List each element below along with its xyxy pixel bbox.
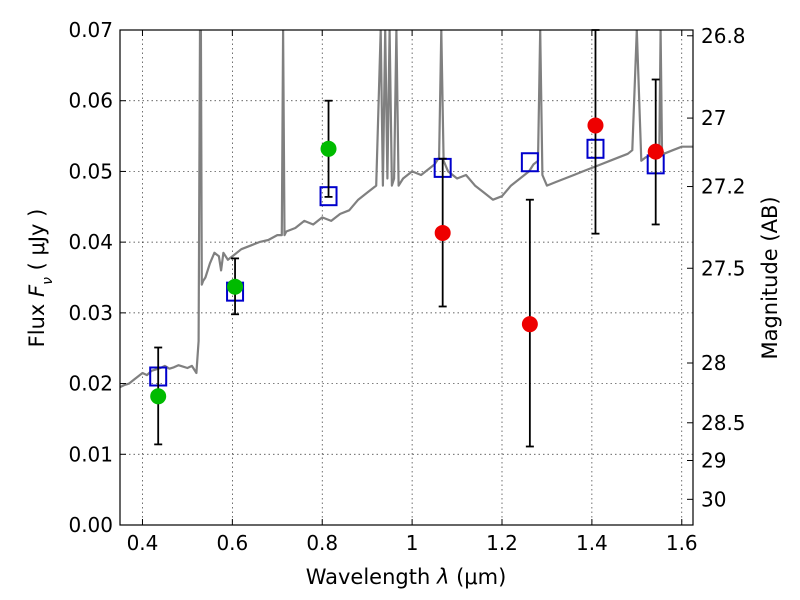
x-axis-label: Wavelength λ (μm) <box>306 565 507 589</box>
x-axis-label-units: (μm) <box>449 565 506 589</box>
x-tick-label: 0.8 <box>306 531 338 555</box>
observed-flux-point <box>647 143 664 160</box>
y2-tick-label: 28.5 <box>701 411 746 435</box>
y2-tick-label: 27.5 <box>701 256 746 280</box>
observed-flux-point <box>150 388 167 405</box>
y2-tick-label: 30 <box>701 487 726 511</box>
y2-tick-label: 27 <box>701 106 726 130</box>
x-tick-label: 1.2 <box>486 531 518 555</box>
observed-flux-point <box>521 316 538 333</box>
x-axis-label-text: Wavelength <box>306 565 437 589</box>
marker-layer <box>149 29 665 448</box>
y2-tick-label: 27.2 <box>701 175 746 199</box>
y-tick-label: 0.03 <box>68 301 113 325</box>
plot-frame <box>119 29 694 526</box>
observed-flux-point <box>434 224 451 241</box>
y-tick-label: 0.07 <box>68 18 113 42</box>
x-tick-label: 1.6 <box>666 531 698 555</box>
x-tick-label: 1.4 <box>576 531 608 555</box>
y-tick-label: 0.02 <box>68 372 113 396</box>
y2-tick-label: 26.8 <box>701 24 746 48</box>
y-axis-label-text: Flux <box>25 297 49 347</box>
y-axis-label: Flux Fν ( μJy ) <box>25 209 56 348</box>
x-tick-label: 0.4 <box>127 531 159 555</box>
x-axis-label-symbol: λ <box>436 565 449 589</box>
y-tick-label: 0.00 <box>68 513 113 537</box>
x-tick-label: 0.6 <box>216 531 248 555</box>
observed-flux-point <box>320 140 337 157</box>
y-tick-label: 0.05 <box>68 159 113 183</box>
plot-area <box>120 30 693 389</box>
x-tick-label: 1 <box>406 531 419 555</box>
spectrum-line <box>120 30 693 389</box>
y2-tick-label: 29 <box>701 449 726 473</box>
axis-ticks: 0.4 0.6 0.8 1 1.2 1.4 1.6 0.00 0.01 0.02 0.03 0.04 0… <box>68 18 745 555</box>
y-axis-label-units: ( μJy ) <box>25 209 49 277</box>
y-tick-label: 0.06 <box>68 89 113 113</box>
y-tick-label: 0.01 <box>68 442 113 466</box>
y2-tick-label: 28 <box>701 351 726 375</box>
y-axis-label-symbol: F <box>25 284 49 297</box>
observed-flux-point <box>227 278 244 295</box>
observed-flux-point <box>587 117 604 134</box>
y-axis-label-subscript: ν <box>40 277 56 285</box>
model-photometry-square <box>520 152 539 173</box>
y2-axis-label: Magnitude (AB) <box>758 196 782 359</box>
y-tick-label: 0.04 <box>68 230 113 254</box>
